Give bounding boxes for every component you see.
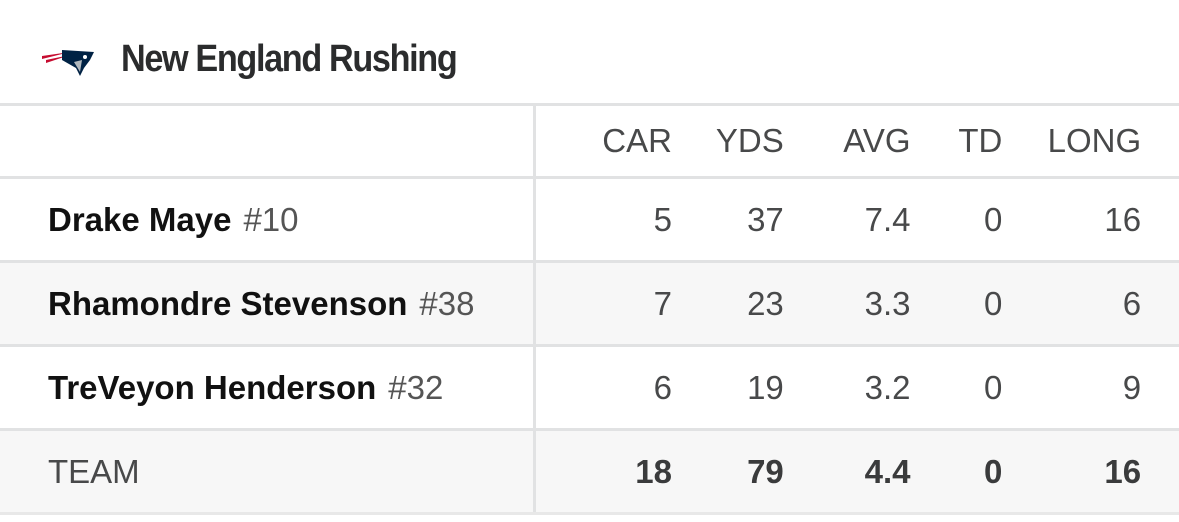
team-label: TEAM <box>0 428 537 515</box>
stat-yds: 19 <box>671 344 784 430</box>
stat-car: 7 <box>534 260 672 346</box>
team-td: 0 <box>910 428 1003 515</box>
stat-td: 0 <box>910 176 1003 262</box>
player-cell: TreVeyon Henderson #32 <box>0 344 537 430</box>
table-row: TreVeyon Henderson #32 6 19 3.2 0 9 <box>0 344 1179 430</box>
table-row: Drake Maye #10 5 37 7.4 0 16 <box>0 176 1179 262</box>
stat-yds: 23 <box>671 260 784 346</box>
column-header-yds[interactable]: YDS <box>671 103 784 178</box>
player-name-link[interactable]: Drake Maye <box>48 200 232 238</box>
stat-td: 0 <box>910 344 1003 430</box>
team-long: 16 <box>1002 428 1142 515</box>
table-header-row: CAR YDS AVG TD LONG <box>0 103 1179 178</box>
player-name-link[interactable]: Rhamondre Stevenson <box>48 284 408 322</box>
stat-avg: 7.4 <box>783 176 911 262</box>
column-header-td[interactable]: TD <box>910 103 1003 178</box>
player-cell: Rhamondre Stevenson #38 <box>0 260 537 346</box>
column-header-avg[interactable]: AVG <box>783 103 911 178</box>
player-column-header <box>0 103 537 178</box>
column-header-car[interactable]: CAR <box>534 103 672 178</box>
patriots-logo-icon <box>42 50 94 76</box>
stat-car: 5 <box>534 176 672 262</box>
jersey-number: #38 <box>419 284 475 322</box>
stat-avg: 3.3 <box>783 260 911 346</box>
stat-long: 9 <box>1002 344 1142 430</box>
stat-avg: 3.2 <box>783 344 911 430</box>
column-header-long[interactable]: LONG <box>1002 103 1142 178</box>
page-title: New England Rushing <box>121 38 458 80</box>
player-cell: Drake Maye #10 <box>0 176 537 262</box>
stat-td: 0 <box>910 260 1003 346</box>
stat-long: 6 <box>1002 260 1142 346</box>
stat-long: 16 <box>1002 176 1142 262</box>
rushing-table: CAR YDS AVG TD LONG Drake Maye #10 5 37 7… <box>0 103 1179 515</box>
section-header: New England Rushing <box>0 0 1179 103</box>
team-totals-row: TEAM 18 79 4.4 0 16 <box>0 428 1179 515</box>
team-car: 18 <box>534 428 672 515</box>
team-avg: 4.4 <box>783 428 911 515</box>
team-yds: 79 <box>671 428 784 515</box>
player-name-link[interactable]: TreVeyon Henderson <box>48 368 377 406</box>
stat-car: 6 <box>534 344 672 430</box>
stat-yds: 37 <box>671 176 784 262</box>
jersey-number: #32 <box>388 368 444 406</box>
jersey-number: #10 <box>243 200 299 238</box>
table-row: Rhamondre Stevenson #38 7 23 3.3 0 6 <box>0 260 1179 346</box>
